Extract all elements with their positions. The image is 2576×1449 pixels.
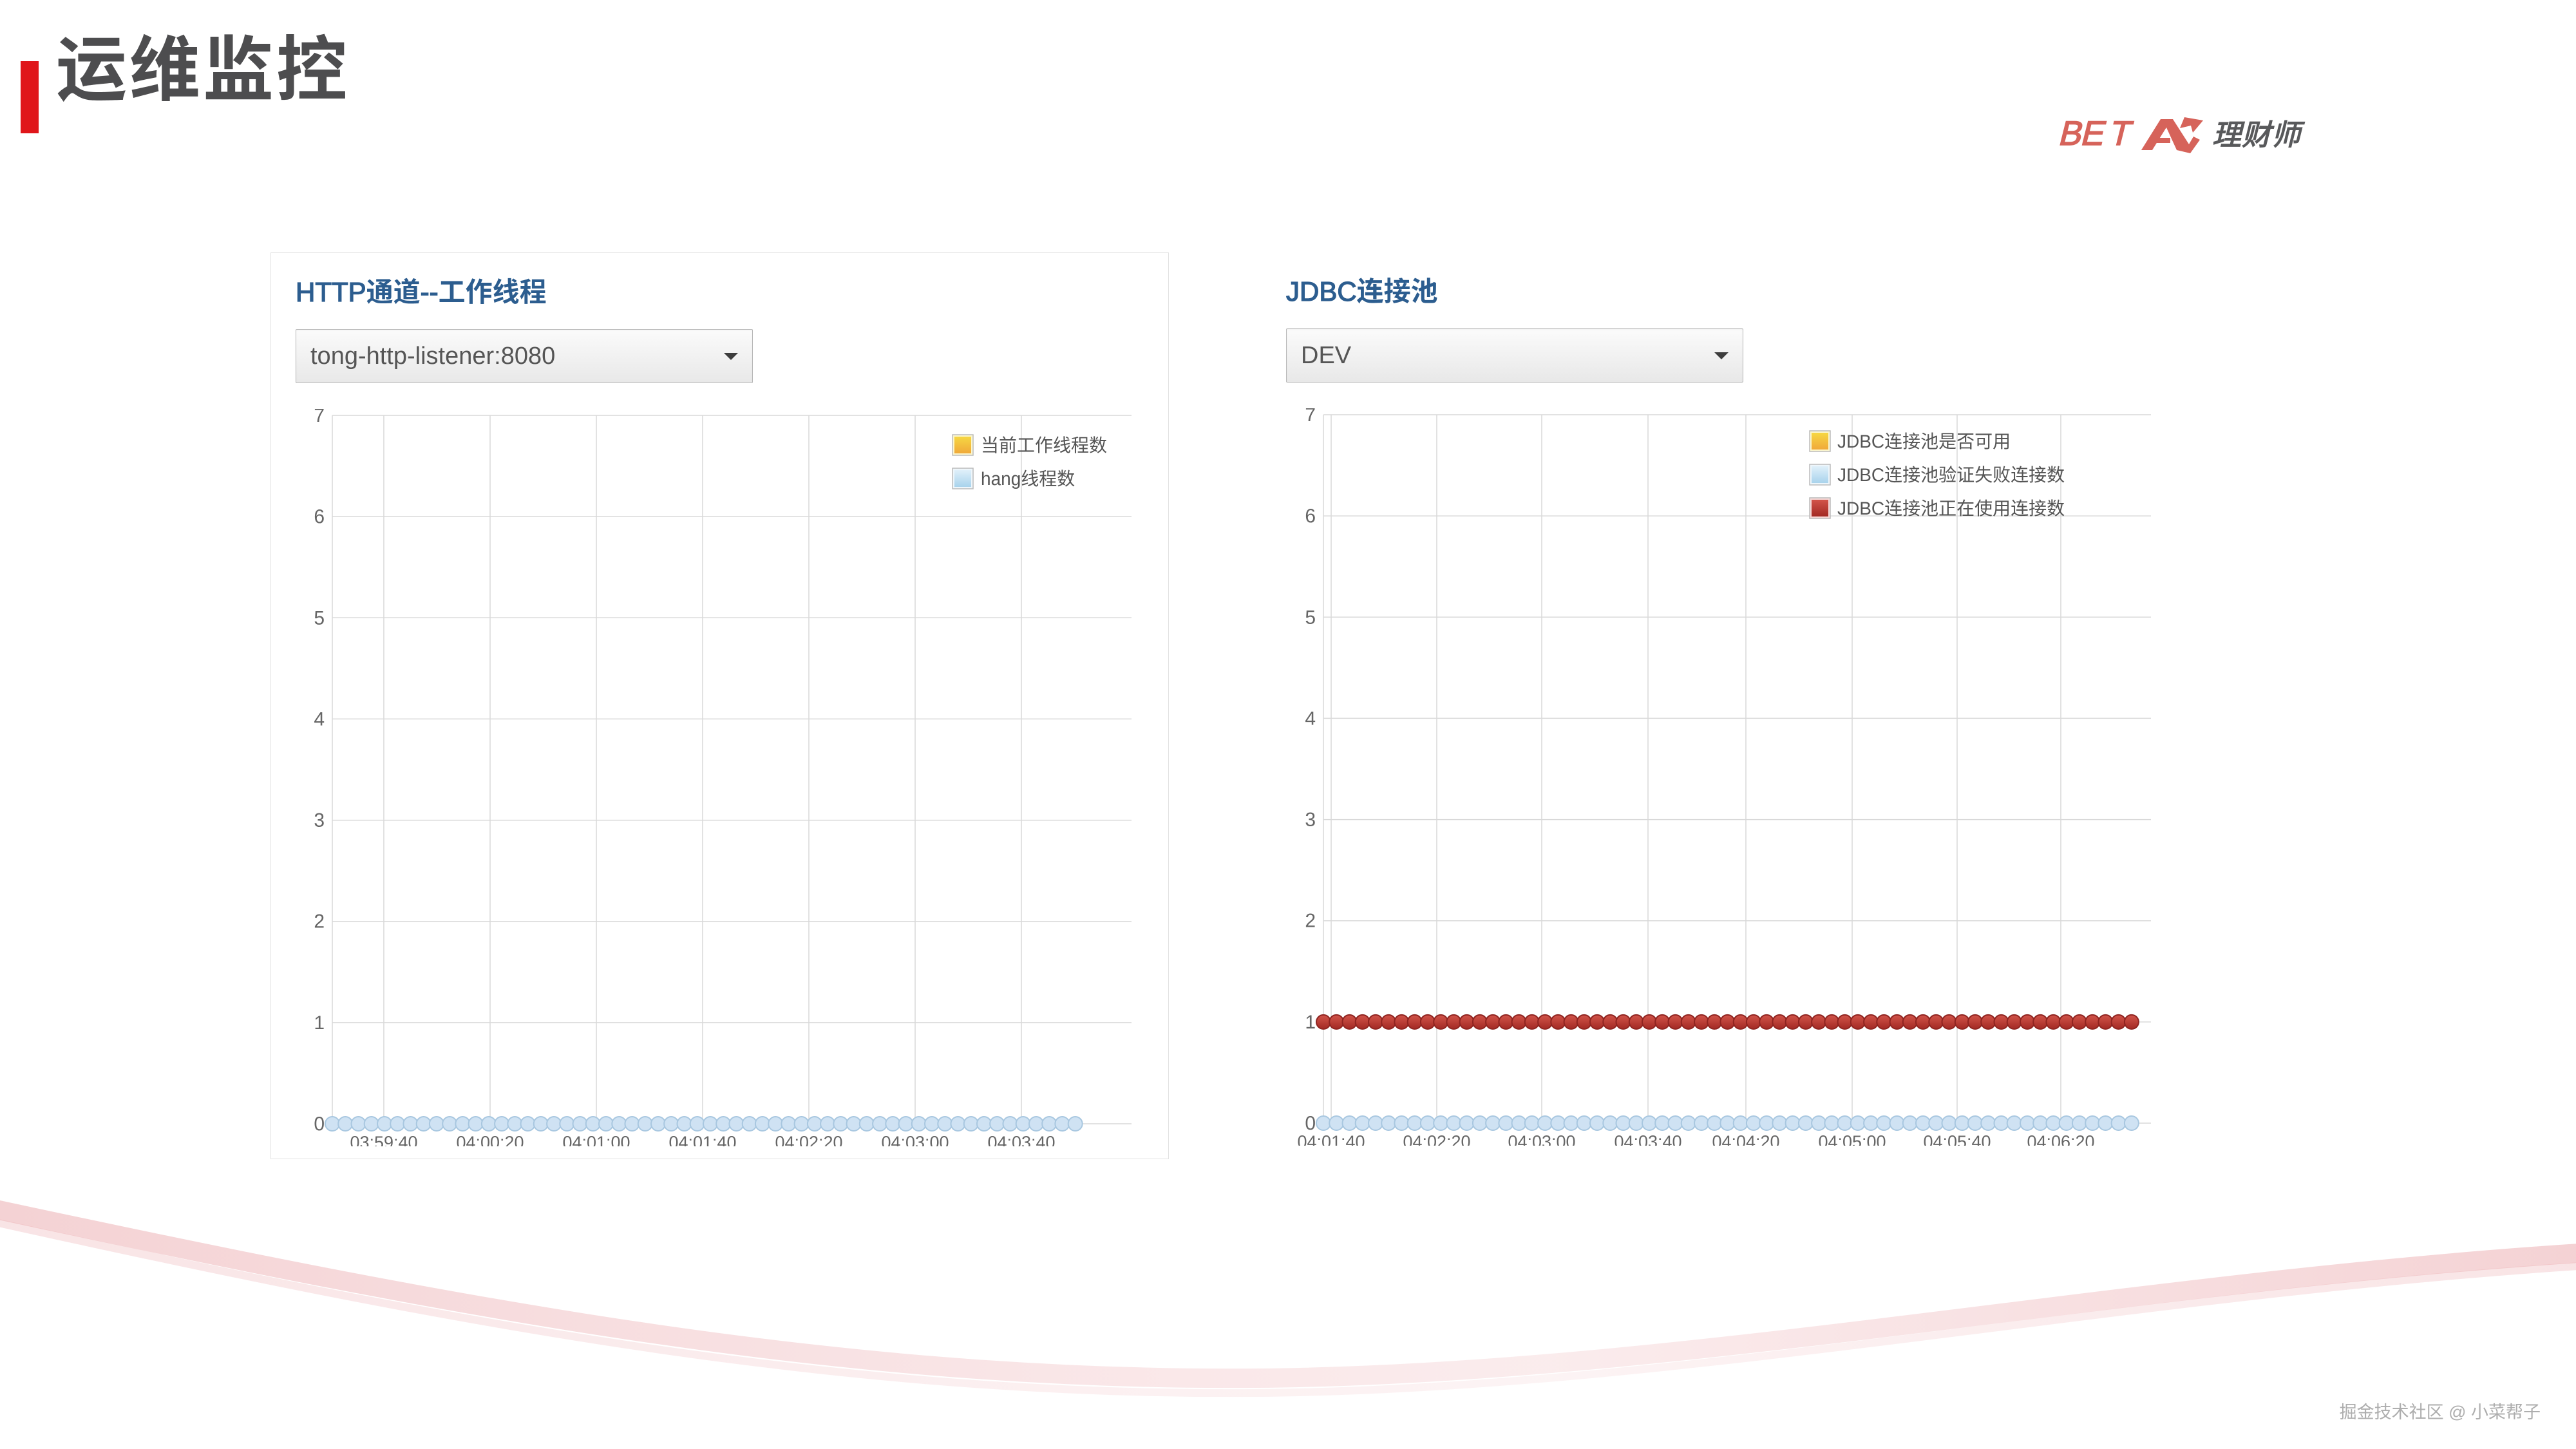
svg-text:6: 6	[1305, 506, 1316, 527]
svg-text:04:03:40: 04:03:40	[1614, 1132, 1681, 1146]
svg-text:4: 4	[314, 708, 325, 730]
svg-text:1: 1	[314, 1012, 325, 1034]
svg-text:T: T	[2108, 116, 2135, 153]
svg-text:04:05:40: 04:05:40	[1923, 1132, 1991, 1146]
svg-text:2: 2	[314, 911, 325, 933]
svg-text:JDBC连接池验证失败连接数: JDBC连接池验证失败连接数	[1837, 465, 2065, 485]
svg-text:04:06:20: 04:06:20	[2027, 1132, 2094, 1146]
svg-text:04:03:00: 04:03:00	[881, 1133, 949, 1146]
svg-text:0: 0	[1305, 1113, 1316, 1134]
svg-text:理财师: 理财师	[2212, 118, 2306, 151]
svg-text:1: 1	[1305, 1012, 1316, 1033]
svg-text:04:01:40: 04:01:40	[668, 1133, 736, 1146]
svg-text:04:03:40: 04:03:40	[987, 1133, 1055, 1146]
svg-text:04:00:20: 04:00:20	[456, 1133, 524, 1146]
svg-text:4: 4	[1305, 708, 1316, 729]
svg-text:04:01:00: 04:01:00	[562, 1133, 630, 1146]
svg-text:2: 2	[1305, 911, 1316, 932]
svg-text:BE: BE	[2058, 116, 2107, 153]
svg-text:3: 3	[314, 810, 325, 831]
svg-text:7: 7	[1305, 408, 1316, 426]
svg-text:3: 3	[1305, 810, 1316, 831]
svg-text:04:02:20: 04:02:20	[775, 1133, 842, 1146]
svg-text:JDBC连接池正在使用连接数: JDBC连接池正在使用连接数	[1837, 498, 2065, 518]
svg-text:6: 6	[314, 506, 325, 527]
svg-text:04:04:20: 04:04:20	[1712, 1132, 1779, 1146]
svg-text:04:05:00: 04:05:00	[1818, 1132, 1886, 1146]
svg-text:04:03:00: 04:03:00	[1508, 1132, 1575, 1146]
svg-text:0: 0	[314, 1113, 325, 1135]
svg-text:03:59:40: 03:59:40	[350, 1133, 417, 1146]
svg-text:7: 7	[314, 409, 325, 426]
svg-text:5: 5	[1305, 607, 1316, 628]
svg-text:JDBC连接池是否可用: JDBC连接池是否可用	[1837, 431, 2011, 451]
svg-text:当前工作线程数: 当前工作线程数	[981, 435, 1107, 455]
svg-text:04:01:40: 04:01:40	[1297, 1132, 1365, 1146]
svg-text:5: 5	[314, 607, 325, 629]
svg-text:04:02:20: 04:02:20	[1403, 1132, 1470, 1146]
svg-text:hang线程数: hang线程数	[981, 469, 1075, 489]
